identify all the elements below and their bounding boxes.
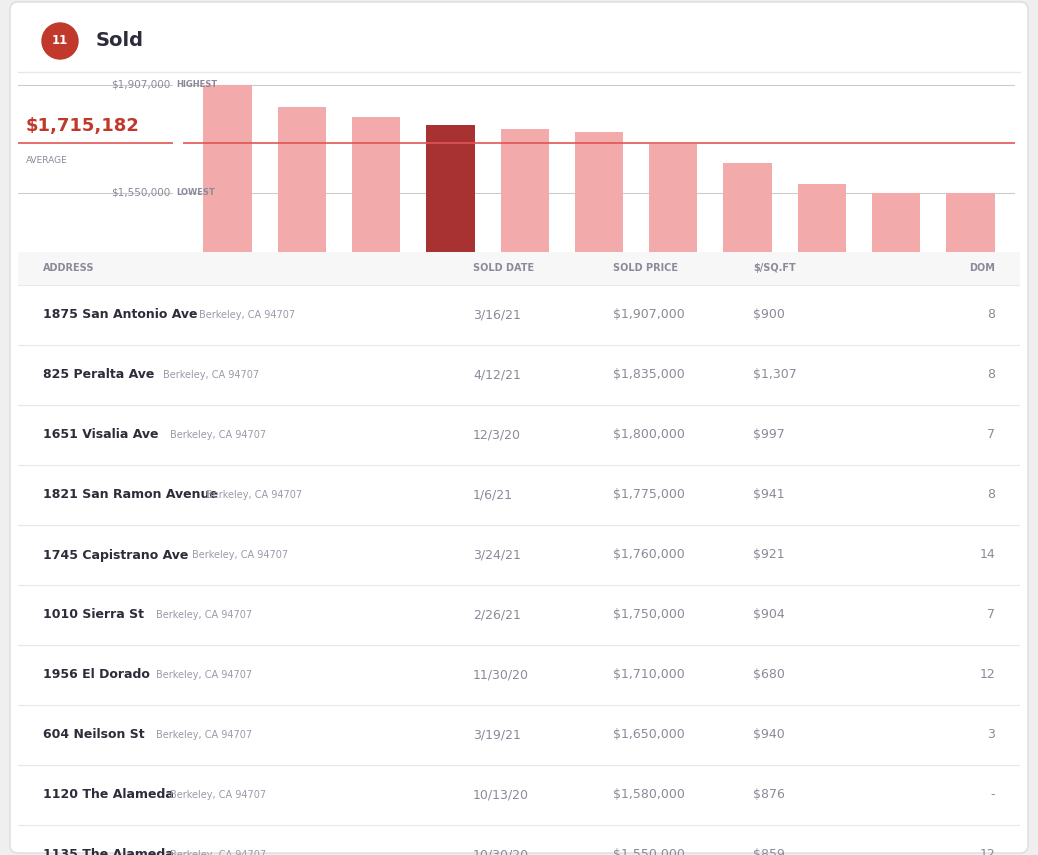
Text: 1135 The Alameda: 1135 The Alameda xyxy=(43,848,173,855)
Bar xyxy=(500,129,549,252)
Bar xyxy=(723,162,771,252)
Text: 8: 8 xyxy=(987,309,995,321)
Text: 1/6/21: 1/6/21 xyxy=(473,488,513,502)
Text: $997: $997 xyxy=(753,428,785,441)
Text: 10/13/20: 10/13/20 xyxy=(473,788,529,801)
Text: $904: $904 xyxy=(753,609,785,622)
Text: 11: 11 xyxy=(52,34,69,48)
Text: $1,750,000: $1,750,000 xyxy=(613,609,685,622)
Text: $1,307: $1,307 xyxy=(753,369,797,381)
Text: 1875 San Antonio Ave: 1875 San Antonio Ave xyxy=(43,309,197,321)
Text: 7: 7 xyxy=(987,428,995,441)
Text: AVERAGE: AVERAGE xyxy=(26,156,67,165)
Text: $680: $680 xyxy=(753,669,785,681)
Text: Berkeley, CA 94707: Berkeley, CA 94707 xyxy=(170,850,267,855)
Text: Berkeley, CA 94707: Berkeley, CA 94707 xyxy=(207,490,302,500)
Text: Berkeley, CA 94707: Berkeley, CA 94707 xyxy=(156,730,252,740)
Text: 8: 8 xyxy=(987,488,995,502)
Text: 1956 El Dorado: 1956 El Dorado xyxy=(43,669,149,681)
Text: Berkeley, CA 94707: Berkeley, CA 94707 xyxy=(199,310,295,320)
Text: Berkeley, CA 94707: Berkeley, CA 94707 xyxy=(170,790,267,800)
Text: HIGHEST: HIGHEST xyxy=(176,80,217,90)
Text: -: - xyxy=(990,788,995,801)
Text: $1,800,000: $1,800,000 xyxy=(613,428,685,441)
Text: $1,715,182: $1,715,182 xyxy=(26,117,140,135)
Text: LOWEST: LOWEST xyxy=(176,188,215,198)
Text: 1651 Visalia Ave: 1651 Visalia Ave xyxy=(43,428,159,441)
Text: 4/12/21: 4/12/21 xyxy=(473,369,521,381)
Text: 825 Peralta Ave: 825 Peralta Ave xyxy=(43,369,155,381)
Text: $1,835,000: $1,835,000 xyxy=(613,369,685,381)
Text: $876: $876 xyxy=(753,788,785,801)
Text: 3/16/21: 3/16/21 xyxy=(473,309,521,321)
Bar xyxy=(798,184,846,252)
Text: 1010 Sierra St: 1010 Sierra St xyxy=(43,609,144,622)
Text: Sold: Sold xyxy=(95,32,144,50)
Text: $1,907,000: $1,907,000 xyxy=(613,309,685,321)
Text: $1,907,000: $1,907,000 xyxy=(111,80,170,90)
Text: $1,775,000: $1,775,000 xyxy=(613,488,685,502)
Text: $1,650,000: $1,650,000 xyxy=(613,728,685,741)
Text: $859: $859 xyxy=(753,848,785,855)
Text: 12/3/20: 12/3/20 xyxy=(473,428,521,441)
Text: $1,550,000: $1,550,000 xyxy=(111,188,170,198)
Bar xyxy=(427,125,474,252)
Text: SOLD PRICE: SOLD PRICE xyxy=(613,263,678,274)
Text: $921: $921 xyxy=(753,549,785,562)
Text: Berkeley, CA 94707: Berkeley, CA 94707 xyxy=(163,370,260,380)
Text: $1,580,000: $1,580,000 xyxy=(613,788,685,801)
Text: $900: $900 xyxy=(753,309,785,321)
Text: 12: 12 xyxy=(979,848,995,855)
Bar xyxy=(203,85,251,252)
Text: 1745 Capistrano Ave: 1745 Capistrano Ave xyxy=(43,549,188,562)
Text: SOLD DATE: SOLD DATE xyxy=(473,263,535,274)
Text: Berkeley, CA 94707: Berkeley, CA 94707 xyxy=(156,670,252,680)
Text: 14: 14 xyxy=(979,549,995,562)
Text: $1,760,000: $1,760,000 xyxy=(613,549,685,562)
Text: ADDRESS: ADDRESS xyxy=(43,263,94,274)
Bar xyxy=(575,133,623,252)
Text: $1,550,000: $1,550,000 xyxy=(613,848,685,855)
Bar xyxy=(649,144,698,252)
Bar xyxy=(947,192,994,252)
Text: $1,710,000: $1,710,000 xyxy=(613,669,685,681)
Text: 604 Neilson St: 604 Neilson St xyxy=(43,728,144,741)
Text: 3: 3 xyxy=(987,728,995,741)
Text: Berkeley, CA 94707: Berkeley, CA 94707 xyxy=(156,610,252,620)
Circle shape xyxy=(42,23,78,59)
Text: 3/24/21: 3/24/21 xyxy=(473,549,521,562)
Text: 1821 San Ramon Avenue: 1821 San Ramon Avenue xyxy=(43,488,218,502)
Text: $941: $941 xyxy=(753,488,785,502)
Text: DOM: DOM xyxy=(969,263,995,274)
Text: $940: $940 xyxy=(753,728,785,741)
Bar xyxy=(352,117,401,252)
Bar xyxy=(18,252,1020,285)
Text: 7: 7 xyxy=(987,609,995,622)
Text: 1120 The Alameda: 1120 The Alameda xyxy=(43,788,174,801)
Bar xyxy=(278,107,326,252)
FancyBboxPatch shape xyxy=(10,2,1028,853)
Text: Berkeley, CA 94707: Berkeley, CA 94707 xyxy=(170,430,267,440)
Text: 2/26/21: 2/26/21 xyxy=(473,609,521,622)
Text: $/SQ.FT: $/SQ.FT xyxy=(753,263,796,274)
Text: 10/30/20: 10/30/20 xyxy=(473,848,529,855)
Text: 8: 8 xyxy=(987,369,995,381)
Text: Berkeley, CA 94707: Berkeley, CA 94707 xyxy=(192,550,288,560)
Text: 3/19/21: 3/19/21 xyxy=(473,728,521,741)
Text: 11/30/20: 11/30/20 xyxy=(473,669,529,681)
Bar xyxy=(872,192,921,252)
Text: 12: 12 xyxy=(979,669,995,681)
